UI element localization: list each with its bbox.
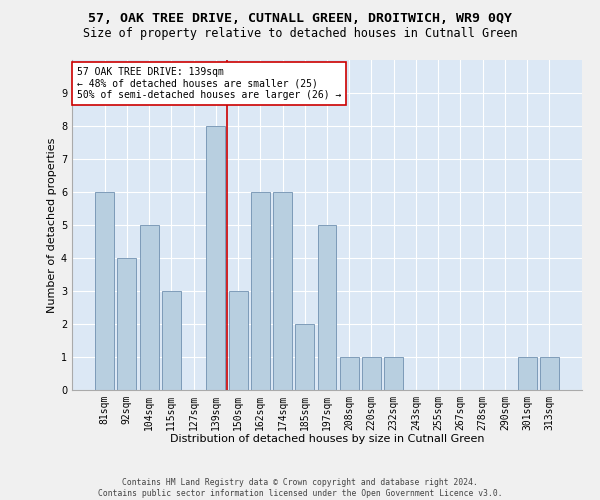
Bar xyxy=(362,357,381,390)
Bar xyxy=(95,192,114,390)
Bar xyxy=(384,357,403,390)
Bar xyxy=(229,291,248,390)
Bar xyxy=(273,192,292,390)
Bar xyxy=(340,357,359,390)
Bar xyxy=(540,357,559,390)
Bar xyxy=(518,357,536,390)
Bar xyxy=(140,225,158,390)
Y-axis label: Number of detached properties: Number of detached properties xyxy=(47,138,57,312)
Bar xyxy=(118,258,136,390)
Text: Contains HM Land Registry data © Crown copyright and database right 2024.
Contai: Contains HM Land Registry data © Crown c… xyxy=(98,478,502,498)
Bar xyxy=(206,126,225,390)
Text: 57, OAK TREE DRIVE, CUTNALL GREEN, DROITWICH, WR9 0QY: 57, OAK TREE DRIVE, CUTNALL GREEN, DROIT… xyxy=(88,12,512,26)
Text: Size of property relative to detached houses in Cutnall Green: Size of property relative to detached ho… xyxy=(83,28,517,40)
Bar xyxy=(251,192,270,390)
Text: 57 OAK TREE DRIVE: 139sqm
← 48% of detached houses are smaller (25)
50% of semi-: 57 OAK TREE DRIVE: 139sqm ← 48% of detac… xyxy=(77,66,341,100)
Bar xyxy=(162,291,181,390)
X-axis label: Distribution of detached houses by size in Cutnall Green: Distribution of detached houses by size … xyxy=(170,434,484,444)
Bar xyxy=(317,225,337,390)
Bar xyxy=(295,324,314,390)
